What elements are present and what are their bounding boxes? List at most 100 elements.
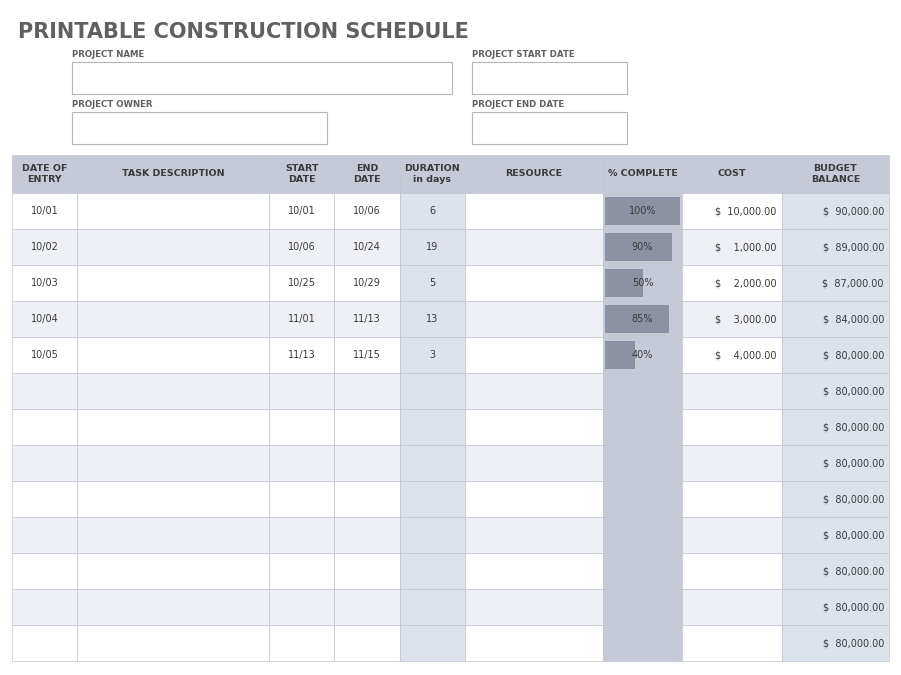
Bar (269, 553, 334, 589)
Bar (782, 301, 889, 337)
Bar (400, 625, 465, 661)
Bar (465, 373, 603, 409)
Bar (334, 155, 400, 193)
Text: $  80,000.00: $ 80,000.00 (823, 350, 884, 360)
Bar (465, 553, 603, 589)
Bar (269, 517, 334, 553)
Bar (12, 373, 77, 409)
Bar (77, 301, 269, 337)
Text: 5: 5 (429, 278, 435, 288)
Bar (400, 553, 465, 589)
Bar (605, 269, 642, 297)
Bar (400, 445, 465, 481)
Bar (269, 337, 334, 373)
Bar (682, 625, 782, 661)
Bar (77, 481, 269, 517)
Text: 10/06: 10/06 (353, 206, 381, 216)
Text: 11/15: 11/15 (353, 350, 381, 360)
Text: 10/05: 10/05 (31, 350, 59, 360)
Bar (77, 373, 269, 409)
Bar (334, 625, 400, 661)
Bar (465, 301, 603, 337)
Bar (269, 625, 334, 661)
Bar (334, 265, 400, 301)
Bar (12, 553, 77, 589)
Bar (334, 301, 400, 337)
Bar (782, 481, 889, 517)
Text: 11/13: 11/13 (353, 314, 381, 324)
Bar (77, 553, 269, 589)
Bar (465, 155, 603, 193)
Text: $  80,000.00: $ 80,000.00 (823, 530, 884, 540)
Bar (12, 337, 77, 373)
Bar (12, 193, 77, 229)
Text: 40%: 40% (632, 350, 653, 360)
Text: $  80,000.00: $ 80,000.00 (823, 566, 884, 576)
Bar (782, 229, 889, 265)
Bar (603, 229, 682, 265)
Bar (12, 301, 77, 337)
Text: $    2,000.00: $ 2,000.00 (715, 278, 777, 288)
Text: 90%: 90% (632, 242, 653, 252)
Bar (77, 337, 269, 373)
Text: 6: 6 (429, 206, 435, 216)
Bar (77, 265, 269, 301)
Bar (400, 589, 465, 625)
Bar (603, 373, 682, 409)
Bar (782, 337, 889, 373)
Bar (465, 193, 603, 229)
Text: $    1,000.00: $ 1,000.00 (715, 242, 777, 252)
Bar (603, 337, 682, 373)
Bar (400, 373, 465, 409)
Bar (603, 193, 682, 229)
Bar (605, 341, 635, 369)
Bar (782, 155, 889, 193)
Bar (269, 481, 334, 517)
Bar (782, 445, 889, 481)
Text: $  84,000.00: $ 84,000.00 (823, 314, 884, 324)
Bar (334, 373, 400, 409)
Bar (782, 589, 889, 625)
Bar (472, 62, 627, 94)
Bar (77, 445, 269, 481)
Bar (605, 305, 669, 333)
Bar (465, 517, 603, 553)
Bar (682, 481, 782, 517)
Bar (334, 481, 400, 517)
Bar (603, 155, 682, 193)
Bar (400, 301, 465, 337)
Text: $  80,000.00: $ 80,000.00 (823, 386, 884, 396)
Bar (465, 265, 603, 301)
Text: START
DATE: START DATE (285, 164, 319, 184)
Bar (334, 445, 400, 481)
Bar (334, 589, 400, 625)
Bar (682, 301, 782, 337)
Bar (269, 193, 334, 229)
Text: PROJECT OWNER: PROJECT OWNER (72, 100, 152, 109)
Text: 11/13: 11/13 (288, 350, 315, 360)
Text: 85%: 85% (632, 314, 653, 324)
Bar (269, 373, 334, 409)
Bar (782, 373, 889, 409)
Bar (782, 553, 889, 589)
Bar (77, 155, 269, 193)
Text: $    4,000.00: $ 4,000.00 (715, 350, 777, 360)
Bar (12, 517, 77, 553)
Bar (77, 625, 269, 661)
Text: TASK DESCRIPTION: TASK DESCRIPTION (122, 169, 224, 178)
Text: 10/29: 10/29 (353, 278, 381, 288)
Bar (400, 155, 465, 193)
Text: 10/06: 10/06 (288, 242, 315, 252)
Bar (334, 553, 400, 589)
Text: 100%: 100% (629, 206, 656, 216)
Bar (400, 337, 465, 373)
Text: 3: 3 (429, 350, 435, 360)
Bar (269, 589, 334, 625)
Bar (603, 445, 682, 481)
Bar (465, 481, 603, 517)
Bar (269, 229, 334, 265)
Bar (400, 229, 465, 265)
Bar (269, 445, 334, 481)
Text: $    3,000.00: $ 3,000.00 (715, 314, 777, 324)
Text: COST: COST (717, 169, 746, 178)
